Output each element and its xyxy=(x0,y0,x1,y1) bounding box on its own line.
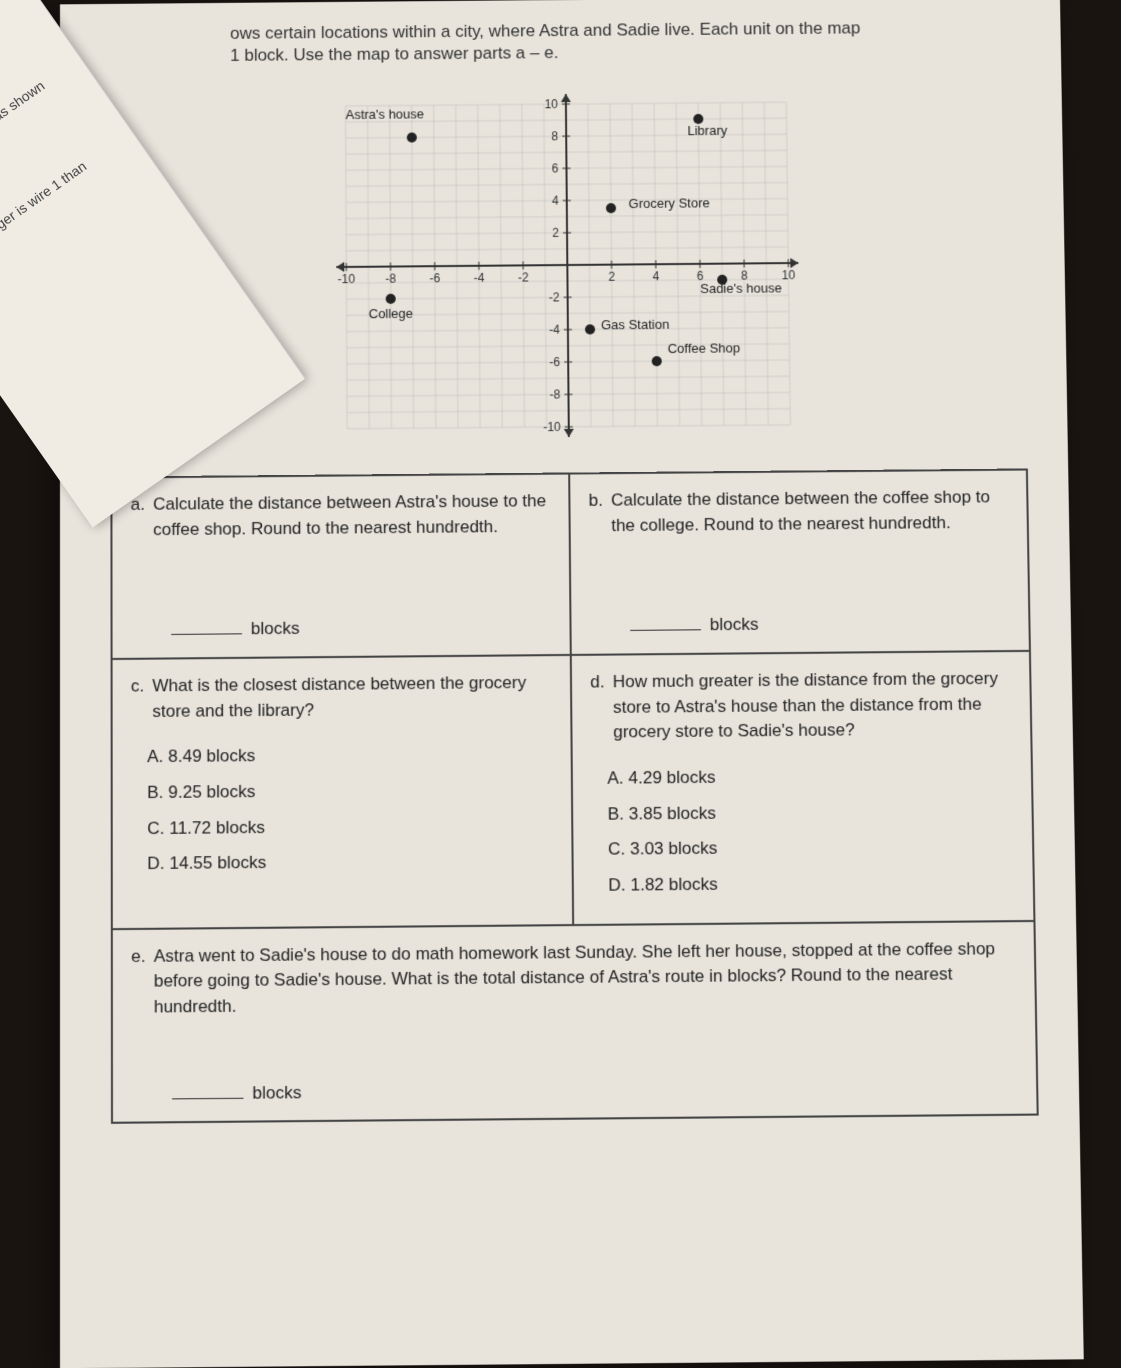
qb-unit: blocks xyxy=(710,615,759,635)
svg-text:Gas Station: Gas Station xyxy=(601,317,669,333)
svg-text:4: 4 xyxy=(652,269,659,283)
qc-choices: A. 8.49 blocks B. 9.25 blocks C. 11.72 b… xyxy=(147,742,553,878)
svg-text:2: 2 xyxy=(552,226,559,240)
qd-text: How much greater is the distance from th… xyxy=(613,667,1013,746)
qc-letter: c. xyxy=(131,674,144,725)
coordinate-graph: -10-8-6-4-2246810-10-8-6-4-2246810Astra'… xyxy=(315,72,821,460)
qe-answer-blank[interactable] xyxy=(172,1097,243,1099)
qa-unit: blocks xyxy=(251,619,300,639)
svg-text:Coffee Shop: Coffee Shop xyxy=(668,340,741,356)
questions-table: a. Calculate the distance between Astra'… xyxy=(110,469,1038,1124)
svg-text:College: College xyxy=(369,306,413,322)
qe-text: Astra went to Sadie's house to do math h… xyxy=(154,936,1017,1020)
svg-text:-6: -6 xyxy=(549,355,560,369)
graph-svg: -10-8-6-4-2246810-10-8-6-4-2246810Astra'… xyxy=(315,72,821,460)
svg-text:-10: -10 xyxy=(543,420,561,434)
svg-text:Sadie's house: Sadie's house xyxy=(700,280,782,296)
qd-choice-d[interactable]: D. 1.82 blocks xyxy=(608,870,1014,899)
qc-text: What is the closest distance between the… xyxy=(152,671,552,725)
question-b-cell: b. Calculate the distance between the co… xyxy=(569,470,1030,655)
svg-text:2: 2 xyxy=(608,270,615,284)
qc-choice-a[interactable]: A. 8.49 blocks xyxy=(147,742,552,771)
svg-text:Library: Library xyxy=(687,123,727,138)
qa-answer-blank[interactable] xyxy=(171,634,242,636)
qc-choice-b[interactable]: B. 9.25 blocks xyxy=(147,777,553,806)
svg-text:10: 10 xyxy=(544,97,558,111)
qb-text: Calculate the distance between the coffe… xyxy=(611,485,1009,539)
qb-letter: b. xyxy=(588,489,603,539)
qe-unit: blocks xyxy=(252,1082,301,1102)
question-c-cell: c. What is the closest distance between … xyxy=(112,655,574,929)
svg-text:-8: -8 xyxy=(385,272,396,286)
svg-text:-4: -4 xyxy=(474,271,485,285)
qd-choice-c[interactable]: C. 3.03 blocks xyxy=(608,834,1014,863)
qe-letter: e. xyxy=(131,944,146,1021)
folded-text-1: ree wires, as shown xyxy=(0,77,47,161)
question-a-cell: a. Calculate the distance between Astra'… xyxy=(111,474,570,659)
qc-choice-d[interactable]: D. 14.55 blocks xyxy=(147,848,553,877)
svg-text:-10: -10 xyxy=(338,272,356,286)
question-e-cell: e. Astra went to Sadie's house to do mat… xyxy=(112,921,1038,1123)
qd-choice-a[interactable]: A. 4.29 blocks xyxy=(607,763,1013,792)
svg-text:-2: -2 xyxy=(518,271,529,285)
qb-answer-blank[interactable] xyxy=(630,630,701,632)
svg-text:-4: -4 xyxy=(549,323,560,337)
svg-text:6: 6 xyxy=(552,162,559,176)
qc-choice-c[interactable]: C. 11.72 blocks xyxy=(147,813,553,842)
svg-text:Grocery Store: Grocery Store xyxy=(629,195,710,211)
intro-line-1: ows certain locations within a city, whe… xyxy=(230,18,860,43)
worksheet-page: ows certain locations within a city, whe… xyxy=(60,0,1084,1368)
svg-text:-2: -2 xyxy=(549,290,560,304)
svg-text:-6: -6 xyxy=(429,271,440,285)
svg-text:4: 4 xyxy=(552,194,559,208)
svg-text:-8: -8 xyxy=(550,388,561,402)
svg-text:Astra's house: Astra's house xyxy=(346,106,425,122)
qa-text: Calculate the distance between Astra's h… xyxy=(153,489,551,543)
question-d-cell: d. How much greater is the distance from… xyxy=(571,651,1035,925)
folded-text-2: uch longer is wire 1 than xyxy=(0,158,89,258)
qd-choice-b[interactable]: B. 3.85 blocks xyxy=(608,798,1014,827)
qa-letter: a. xyxy=(131,493,145,543)
qd-choices: A. 4.29 blocks B. 3.85 blocks C. 3.03 bl… xyxy=(607,763,1014,899)
intro-text: ows certain locations within a city, whe… xyxy=(230,16,1021,67)
svg-text:10: 10 xyxy=(782,268,796,282)
qd-letter: d. xyxy=(590,670,605,746)
svg-text:8: 8 xyxy=(551,129,558,143)
intro-line-2: 1 block. Use the map to answer parts a –… xyxy=(230,43,558,65)
